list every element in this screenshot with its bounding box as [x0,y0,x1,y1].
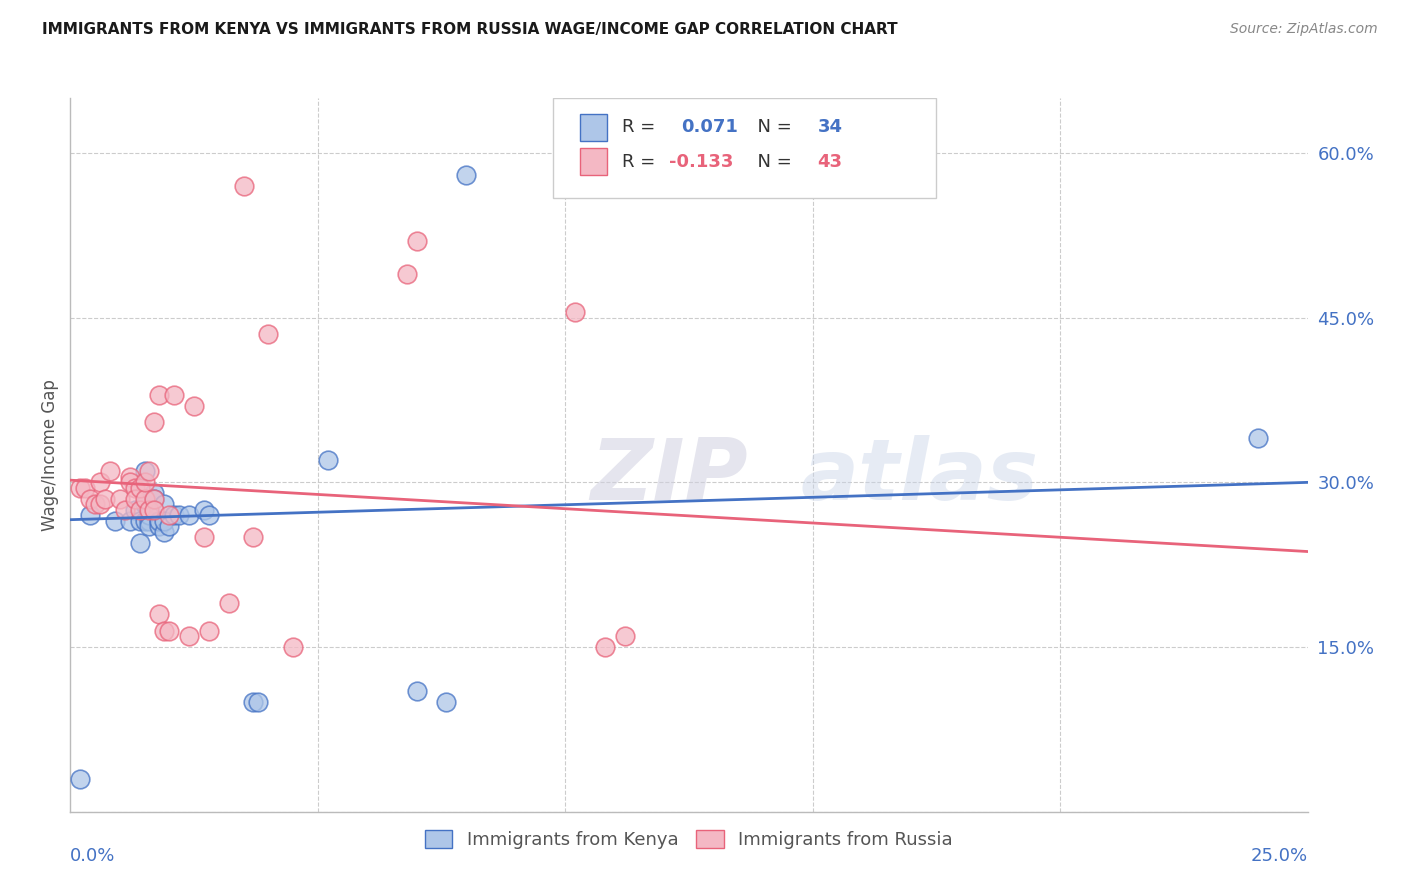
Point [118,475,141,490]
Text: atlas: atlas [800,434,1039,518]
FancyBboxPatch shape [553,98,936,198]
Point [104,514,127,528]
Point [75,481,97,495]
Point [193,503,215,517]
FancyBboxPatch shape [581,114,607,141]
Point [153,524,176,539]
Point [157,508,180,523]
Text: N =: N = [745,153,797,170]
Text: 0.0%: 0.0% [70,847,115,865]
Point [124,491,146,506]
Point [138,503,160,517]
Point [405,234,427,248]
Point [124,481,146,495]
FancyBboxPatch shape [581,148,607,175]
Text: 34: 34 [818,119,842,136]
Point [153,624,176,638]
Point [405,684,427,698]
Point [177,629,200,643]
Text: R =: R = [621,119,661,136]
Point [177,508,200,523]
Point [134,497,156,511]
Point [613,629,636,643]
Point [281,640,304,654]
Point [316,453,339,467]
Point [138,514,160,528]
Point [118,514,141,528]
Point [134,514,156,528]
Point [148,514,170,528]
Point [79,491,101,506]
Point [134,491,156,506]
Point [257,327,280,342]
Point [79,508,101,523]
Text: -0.133: -0.133 [669,153,734,170]
Text: ZIP: ZIP [591,434,748,518]
Point [167,508,190,523]
Point [183,399,205,413]
Text: 25.0%: 25.0% [1250,847,1308,865]
Point [143,491,166,506]
Point [138,519,160,533]
Point [153,514,176,528]
Point [198,624,221,638]
Text: IMMIGRANTS FROM KENYA VS IMMIGRANTS FROM RUSSIA WAGE/INCOME GAP CORRELATION CHAR: IMMIGRANTS FROM KENYA VS IMMIGRANTS FROM… [42,22,898,37]
Point [157,519,180,533]
Text: R =: R = [621,153,661,170]
Point [564,305,586,319]
Point [89,497,111,511]
Point [69,481,91,495]
Point [163,387,186,401]
Point [128,535,150,549]
Point [157,624,180,638]
Text: 43: 43 [818,153,842,170]
Point [163,508,186,523]
Text: N =: N = [745,119,797,136]
Point [143,415,166,429]
Point [232,178,254,193]
Point [138,464,160,478]
Point [98,464,121,478]
Point [148,514,170,528]
Point [134,475,156,490]
Point [395,267,418,281]
Point [247,695,270,709]
Point [143,491,166,506]
Point [143,503,166,517]
Point [134,464,156,478]
Legend: Immigrants from Kenya, Immigrants from Russia: Immigrants from Kenya, Immigrants from R… [418,823,960,856]
Point [128,503,150,517]
Point [148,387,170,401]
Point [143,486,166,500]
Text: 0.071: 0.071 [682,119,738,136]
Point [89,475,111,490]
Point [108,491,131,506]
Point [242,530,264,544]
Point [1247,432,1270,446]
Point [193,530,215,544]
Point [69,772,91,786]
Point [114,503,136,517]
Point [242,695,264,709]
Point [198,508,221,523]
Text: Source: ZipAtlas.com: Source: ZipAtlas.com [1230,22,1378,37]
Point [84,497,107,511]
Point [128,481,150,495]
Point [436,695,458,709]
Point [148,519,170,533]
Point [128,514,150,528]
Point [153,497,176,511]
Y-axis label: Wage/Income Gap: Wage/Income Gap [41,379,59,531]
Point [124,503,146,517]
Point [218,596,240,610]
Point [148,607,170,621]
Point [456,168,478,182]
Point [138,508,160,523]
Point [593,640,616,654]
Point [94,491,117,506]
Point [118,470,141,484]
